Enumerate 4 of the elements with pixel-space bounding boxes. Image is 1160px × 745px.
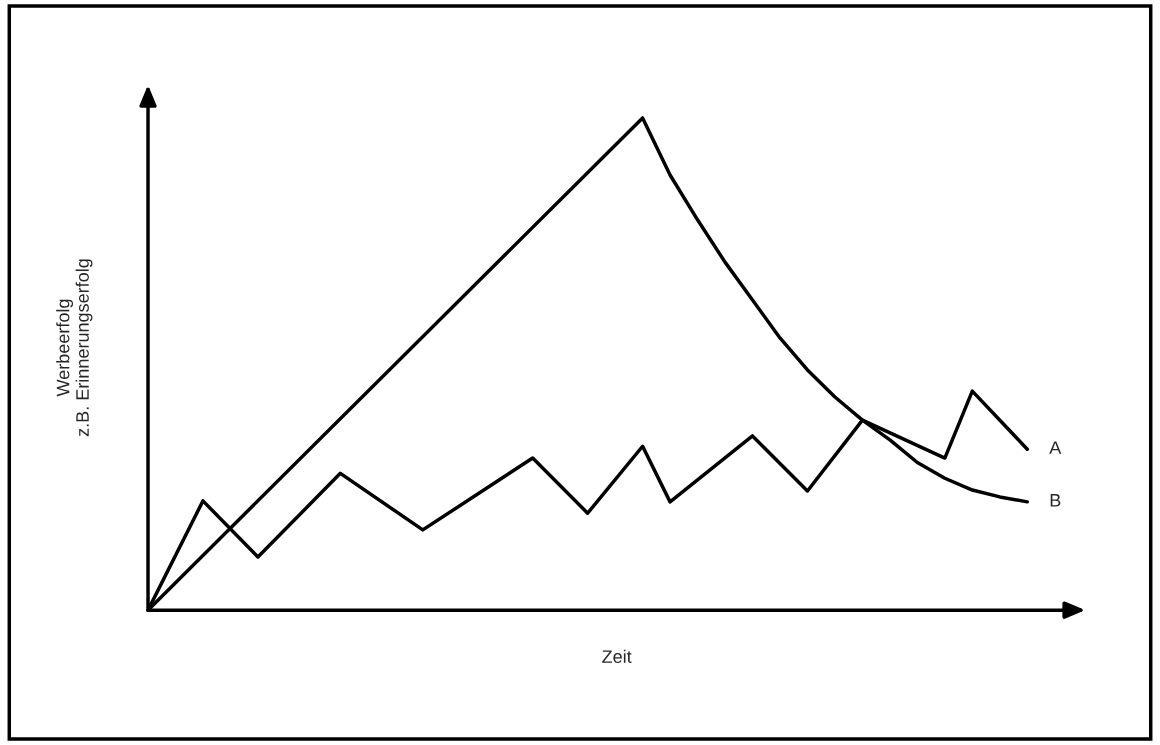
- series-label: A: [1049, 441, 1062, 454]
- x-axis-title: Zeit: [602, 649, 632, 663]
- y-axis-title: Werbeerfolg z.B. Erinnerungserfolg: [56, 259, 93, 437]
- series-label: B: [1050, 494, 1061, 507]
